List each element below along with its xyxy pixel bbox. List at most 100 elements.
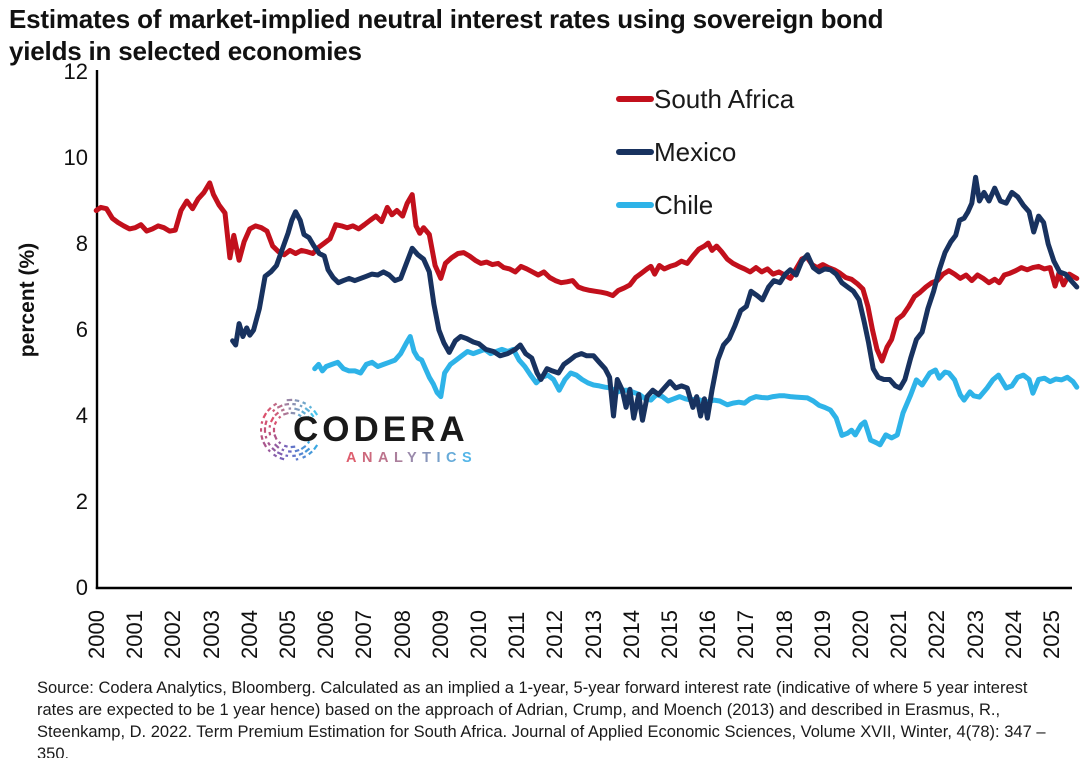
logo-icon-dash — [297, 413, 302, 418]
y-axis-title: percent (%) — [16, 242, 39, 358]
logo-icon-dash — [262, 412, 268, 419]
logo-icon-dash — [276, 404, 283, 409]
x-tick-label: 2013 — [580, 610, 606, 659]
logo-icon-dash — [306, 415, 311, 420]
x-tick-label: 2016 — [695, 610, 721, 659]
logo-icon-dash — [264, 420, 268, 426]
x-tick-label: 2025 — [1039, 610, 1064, 659]
logo-icon-dash — [272, 408, 276, 413]
logo-subtext-letter: N — [361, 450, 378, 466]
logo-subtext-letter: L — [393, 450, 407, 466]
logo-icon-dash — [302, 455, 307, 459]
legend-label-chile: Chile — [654, 190, 714, 220]
legend: South Africa Mexico Chile — [616, 84, 794, 220]
logo-icon-dash — [273, 402, 278, 407]
x-tick-label: 2015 — [657, 610, 682, 659]
legend-swatch-mexico — [616, 149, 654, 155]
logo-icon-dash — [303, 438, 307, 442]
codera-logo: CODERA ANALYTICS — [260, 394, 512, 470]
y-tick-label: 4 — [75, 403, 88, 428]
x-tick-label: 2008 — [389, 610, 415, 659]
logo-icon-dash — [278, 415, 282, 419]
logo-icon-dash — [260, 420, 264, 425]
x-tick-label: 2021 — [886, 610, 912, 659]
x-tick-label: 2006 — [313, 610, 339, 659]
logo-subtext-letter: S — [462, 450, 478, 466]
logo-icon-dash — [298, 452, 304, 456]
logo-icon-dash — [281, 448, 285, 452]
plot-svg — [93, 70, 1080, 590]
x-tick-label: 2023 — [962, 610, 988, 659]
x-tick-label: 2002 — [160, 610, 186, 659]
logo-icon-dash — [308, 450, 313, 456]
logo-icon-dash — [294, 399, 300, 403]
codera-logo-icon — [260, 398, 319, 461]
logo-icon-dash — [283, 444, 288, 448]
x-tick-label: 2007 — [351, 610, 377, 659]
x-tick-label: 2011 — [504, 611, 530, 659]
logo-icon-dash — [267, 448, 271, 453]
logo-icon-dash — [294, 407, 300, 412]
x-tick-label: 2004 — [236, 610, 262, 659]
logo-icon-dash — [304, 407, 311, 413]
legend-item-chile: Chile — [616, 190, 794, 220]
x-tick-label: 2003 — [198, 610, 224, 659]
codera-logo-subtext: ANALYTICS — [346, 450, 477, 466]
logo-icon-dash — [262, 441, 268, 448]
logo-icon-dash — [279, 456, 285, 461]
x-tick-label: 2018 — [771, 610, 797, 659]
logo-icon-dash — [294, 448, 300, 453]
logo-subtext-letter: I — [436, 450, 447, 466]
legend-item-south-africa: South Africa — [616, 84, 794, 114]
logo-subtext-letter: A — [377, 450, 394, 466]
logo-icon-dash — [310, 412, 315, 418]
logo-icon-dash — [278, 441, 282, 445]
x-tick-label: 2014 — [618, 610, 644, 659]
logo-icon-dash — [290, 445, 296, 449]
series-line-south-africa — [93, 180, 1080, 364]
legend-label-mexico: Mexico — [654, 137, 737, 167]
logo-icon-dash — [302, 401, 307, 405]
y-tick-label: 8 — [75, 231, 88, 256]
logo-icon-dash — [260, 435, 264, 440]
logo-subtext-letter: A — [346, 450, 362, 466]
page-title: Estimates of market-implied neutral inte… — [9, 3, 884, 67]
logo-subtext-letter: T — [422, 450, 437, 466]
logo-icon-dash — [267, 441, 271, 446]
logo-icon-dash — [290, 411, 296, 415]
logo-icon-dash — [299, 404, 303, 408]
codera-logo-wordmark: CODERA — [293, 410, 469, 449]
logo-icon-dash — [313, 444, 319, 451]
logo-icon-dash — [273, 453, 278, 458]
logo-icon-dash — [306, 440, 311, 445]
logo-icon-dash — [273, 420, 278, 426]
logo-icon-dash — [300, 445, 307, 450]
logo-icon-dash — [280, 408, 285, 412]
x-tick-label: 2020 — [848, 610, 873, 659]
logo-subtext-letter: Y — [406, 450, 423, 466]
logo-icon-dash — [295, 458, 299, 461]
x-tick-label: 2024 — [1000, 610, 1026, 659]
x-tick-label: 2005 — [275, 610, 300, 659]
legend-label-south-africa: South Africa — [654, 84, 795, 114]
source-note: Source: Codera Analytics, Bloomberg. Cal… — [37, 679, 1046, 758]
legend-swatch-south-africa — [616, 96, 654, 102]
logo-subtext-letter: C — [446, 450, 463, 466]
page-title-line2: yields in selected economies — [9, 36, 362, 67]
series-line-chile — [312, 334, 1080, 448]
logo-icon-dash — [271, 447, 277, 452]
logo-icon-dash — [284, 402, 290, 406]
x-tick-label: 2017 — [733, 610, 759, 659]
y-tick-label: 12 — [63, 59, 88, 84]
x-tick-label: 2012 — [542, 610, 568, 659]
logo-icon-dash — [264, 435, 268, 439]
x-tick-label: 2022 — [924, 610, 950, 659]
logo-icon-dash — [301, 410, 307, 415]
x-tick-label: 2001 — [122, 610, 148, 659]
logo-icon-dash — [308, 405, 313, 409]
series-line-mexico — [230, 174, 1080, 423]
y-tick-label: 6 — [75, 317, 88, 342]
logo-icon-dash — [282, 411, 289, 416]
y-tick-label: 10 — [63, 145, 88, 170]
